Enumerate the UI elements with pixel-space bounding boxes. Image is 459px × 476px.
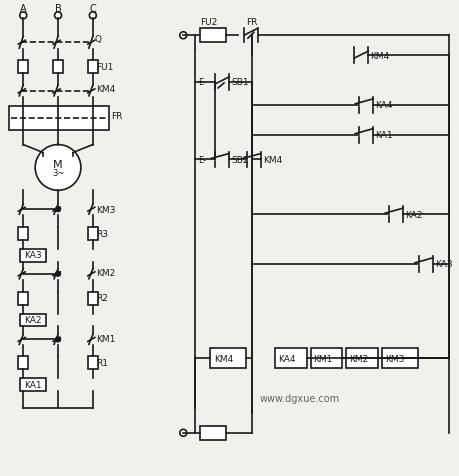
Circle shape: [56, 272, 61, 277]
Bar: [20, 314, 46, 327]
Text: KM1: KM1: [95, 334, 115, 343]
Text: www.dgxue.com: www.dgxue.com: [259, 393, 339, 403]
Bar: [18, 292, 28, 305]
Text: FU1: FU1: [95, 62, 113, 71]
Text: KA3: KA3: [434, 260, 451, 269]
Bar: [88, 357, 98, 369]
Text: KM4: KM4: [369, 51, 389, 60]
Circle shape: [20, 13, 27, 20]
Text: KM4: KM4: [213, 354, 233, 363]
Bar: [20, 249, 46, 262]
Bar: [20, 378, 46, 391]
Text: C: C: [89, 4, 96, 14]
Bar: [381, 348, 417, 368]
Text: R1: R1: [95, 358, 107, 367]
Bar: [346, 348, 377, 368]
Circle shape: [89, 13, 96, 20]
Text: A: A: [20, 4, 27, 14]
Text: M: M: [53, 160, 63, 170]
Bar: [310, 348, 341, 368]
Bar: [200, 29, 225, 43]
Text: KA2: KA2: [404, 210, 421, 219]
Text: SB1: SB1: [230, 78, 248, 87]
Text: KM1: KM1: [313, 354, 332, 363]
Bar: [18, 61, 28, 74]
Text: R3: R3: [95, 229, 107, 238]
Circle shape: [56, 207, 61, 212]
Bar: [200, 426, 225, 440]
Bar: [53, 61, 63, 74]
Text: KM2: KM2: [348, 354, 368, 363]
Circle shape: [55, 13, 62, 20]
Text: FU2: FU2: [200, 18, 217, 27]
Bar: [9, 107, 108, 130]
Circle shape: [56, 337, 61, 342]
Text: R2: R2: [95, 294, 107, 303]
Bar: [88, 292, 98, 305]
Circle shape: [35, 145, 81, 191]
Text: E-: E-: [198, 78, 206, 87]
Bar: [18, 228, 28, 240]
Text: SB2: SB2: [230, 156, 248, 165]
Text: KA4: KA4: [374, 101, 392, 110]
Text: KA3: KA3: [24, 251, 42, 260]
Text: KA1: KA1: [374, 131, 392, 140]
Text: KA4: KA4: [277, 354, 295, 363]
Bar: [18, 357, 28, 369]
Text: 3~: 3~: [52, 169, 64, 178]
Bar: [88, 228, 98, 240]
Bar: [210, 348, 246, 368]
Text: B: B: [55, 4, 62, 14]
Circle shape: [179, 33, 186, 40]
Bar: [274, 348, 306, 368]
Bar: [88, 61, 98, 74]
Text: KM3: KM3: [95, 205, 115, 214]
Text: Q: Q: [95, 35, 101, 44]
Text: KM2: KM2: [95, 269, 115, 278]
Text: KA1: KA1: [24, 380, 42, 389]
Text: KA2: KA2: [24, 315, 42, 324]
Text: KM3: KM3: [384, 354, 403, 363]
Text: FR: FR: [246, 18, 257, 27]
Circle shape: [179, 429, 186, 436]
Text: KM4: KM4: [262, 156, 281, 165]
Text: KM4: KM4: [95, 85, 115, 94]
Text: FR: FR: [111, 112, 122, 121]
Text: E-: E-: [198, 156, 206, 165]
